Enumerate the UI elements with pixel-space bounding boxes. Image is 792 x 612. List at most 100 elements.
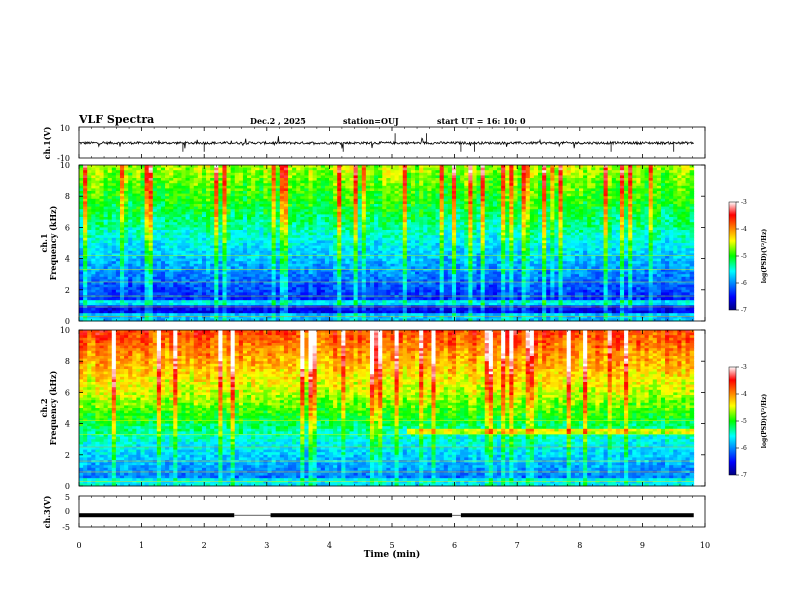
spectrogram-cell [526,175,531,178]
spectrogram-cell [599,168,604,171]
spectrogram-cell [661,188,666,191]
spectrogram-cell [186,194,191,197]
spectrogram-cell [79,196,84,199]
spectrogram-cell [628,186,633,189]
spectrogram-cell [460,188,465,191]
spectrogram-cell [690,183,695,186]
spectrogram-cell [481,186,486,189]
spectrogram-cell [362,246,367,249]
spectrogram-cell [374,240,379,243]
spectrogram-cell [386,181,391,184]
spectrogram-cell [169,251,174,254]
spectrogram-cell [649,248,654,251]
spectrogram-cell [419,227,424,230]
spectrogram-cell [370,183,375,186]
spectrogram-cell [587,246,592,249]
spectrogram-cell [448,199,453,202]
spectrogram-cell [337,220,342,223]
spectrogram-cell [534,196,539,199]
spectrogram-cell [550,246,555,249]
spectrogram-cell [309,233,314,236]
spectrogram-cell [403,173,408,176]
spectrogram-cell [186,230,191,233]
spectrogram-cell [526,225,531,228]
spectrogram-cell [186,183,191,186]
spectrogram-cell [645,217,650,220]
spectrogram-cell [329,246,334,249]
spectrogram-cell [415,168,420,171]
spectrogram-cell [677,225,682,228]
spectrogram-cell [407,222,412,225]
spectrogram-cell [268,222,273,225]
spectrogram-cell [128,217,133,220]
spectrogram-cell [407,204,412,207]
spectrogram-cell [620,183,625,186]
spectrogram-cell [677,183,682,186]
spectrogram-cell [362,183,367,186]
spectrogram-cell [554,235,559,238]
spectrogram-cell [186,243,191,246]
spectrogram-cell [243,222,248,225]
spectrogram-cell [136,173,141,176]
spectrogram-cell [268,238,273,241]
spectrogram-cell [472,194,477,197]
spectrogram-cell [222,168,227,171]
spectrogram-cell [399,217,404,220]
spectrogram-cell [206,201,211,204]
spectrogram-cell [202,243,207,246]
spectrogram-cell [550,235,555,238]
spectrogram-cell [575,225,580,228]
spectrogram-cell [337,201,342,204]
spectrogram-cell [604,191,609,194]
spectrogram-cell [362,199,367,202]
spectrogram-cell [489,209,494,212]
spectrogram-cell [243,238,248,241]
spectrogram-cell [522,227,527,230]
spectrogram-cell [374,243,379,246]
spectrogram-cell [325,217,330,220]
spectrogram-cell [677,199,682,202]
spectrogram-cell [358,199,363,202]
spectrogram-cell [337,165,342,168]
spectrogram-cell [354,217,359,220]
spectrogram-cell [513,178,518,181]
spectrogram-cell [595,240,600,243]
spectrogram-cell [665,178,670,181]
spectrogram-cell [169,181,174,184]
spectrogram-cell [407,191,412,194]
spectrogram-cell [472,212,477,215]
spectrogram-cell [419,240,424,243]
spectrogram-cell [124,212,129,215]
spectrogram-cell [681,196,686,199]
spectrogram-cell [268,230,273,233]
spectrogram-cell [546,191,551,194]
spectrogram-cell [186,209,191,212]
spectrogram-cell [231,225,236,228]
spectrogram-cell [411,207,416,210]
spectrogram-cell [145,217,150,220]
spectrogram-cell [99,196,104,199]
spectrogram-cell [99,194,104,197]
spectrogram-cell [534,220,539,223]
spectrogram-cell [354,248,359,251]
spectrogram-cell [395,217,400,220]
spectrogram-cell [140,199,145,202]
spectrogram-cell [403,186,408,189]
spectrogram-cell [112,225,117,228]
spectrogram-cell [112,186,117,189]
spectrogram-cell [657,191,662,194]
spectrogram-cell [79,170,84,173]
spectrogram-cell [309,199,314,202]
spectrogram-cell [362,220,367,223]
spectrogram-cell [181,222,186,225]
spectrogram-cell [329,220,334,223]
spectrogram-cell [444,209,449,212]
spectrogram-cell [149,217,154,220]
spectrogram-cell [468,204,473,207]
spectrogram-cell [604,243,609,246]
spectrogram-cell [366,181,371,184]
spectrogram-cell [636,235,641,238]
spectrogram-cell [575,240,580,243]
spectrogram-cell [149,246,154,249]
spectrogram-cell [300,178,305,181]
